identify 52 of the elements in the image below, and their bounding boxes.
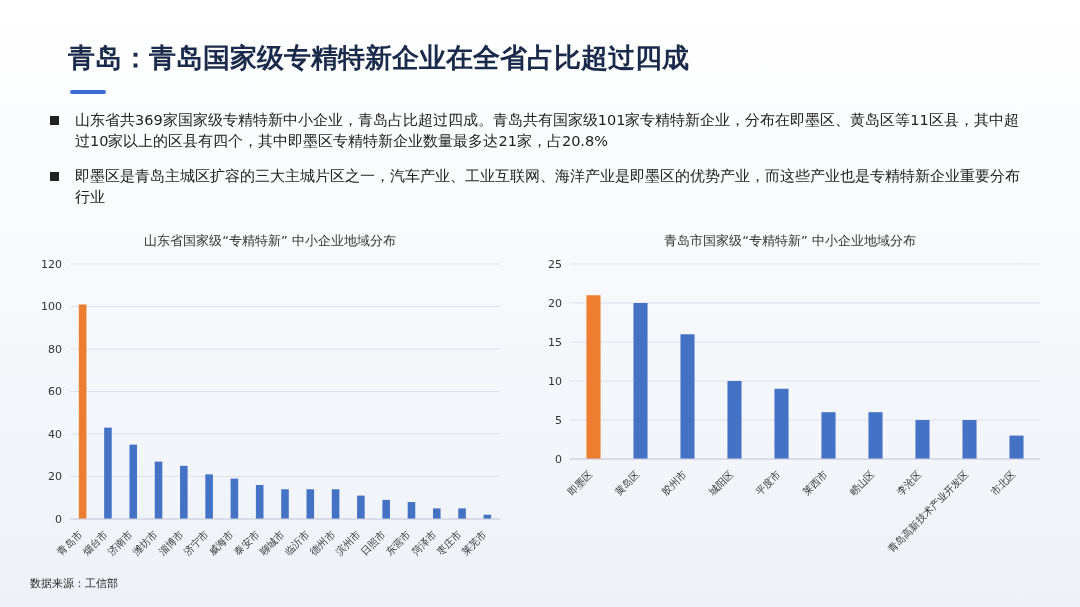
y-tick-label: 25	[548, 257, 562, 271]
bar	[821, 412, 836, 459]
bar	[281, 489, 289, 519]
x-tick-label: 即墨区	[565, 468, 595, 498]
y-tick-label: 10	[548, 374, 562, 388]
text: 即墨区是青岛主城区扩容的三大主城片区之一，汽车产业、工业互联网、海洋产业是即墨区的优势产业，而这些产业也是专精特新企业重要分布行业	[75, 167, 1021, 207]
bar	[129, 444, 138, 519]
x-tick-label: 城阳区	[706, 468, 736, 499]
bar	[586, 295, 601, 459]
source-note: 数据来源：工信部	[30, 576, 119, 591]
bar	[633, 303, 648, 459]
bar	[962, 420, 977, 459]
bar	[774, 388, 789, 459]
chart-title: 山东省国家级“专精特新” 中小企业地域分布	[143, 232, 397, 250]
bar	[180, 465, 188, 519]
y-tick-label: 60	[48, 385, 62, 399]
x-tick-label: 莱西市	[800, 468, 830, 498]
bar	[727, 381, 742, 459]
text: 山东省共369家国家级专精特新中小企业，青岛占比超过四成。青岛共有国家级101家专精特新企业，分布在即墨区、黄岛区等11区县，其中超过10家以上的区县有四个，其中即墨区专精特新企业数量最多达21家，占20.8%	[75, 111, 1020, 151]
bar	[915, 420, 930, 459]
bar	[458, 508, 466, 519]
bar	[78, 304, 87, 519]
x-tick-label: 李沧区	[894, 468, 924, 498]
bar	[205, 474, 213, 519]
x-tick-label: 市北区	[988, 468, 1018, 498]
bar	[1009, 435, 1024, 459]
bar	[104, 427, 112, 519]
chart-title: 青岛市国家级“专精特新” 中小企业地域分布	[663, 232, 917, 250]
y-tick-label: 20	[548, 296, 562, 310]
y-tick-label: 100	[41, 300, 62, 314]
bar	[382, 499, 390, 519]
bar	[868, 412, 883, 459]
bar	[306, 489, 315, 519]
x-tick-label: 平度市	[753, 468, 783, 498]
y-tick-label: 80	[48, 342, 62, 356]
y-tick-label: 20	[48, 470, 62, 484]
bar	[331, 489, 340, 519]
x-tick-label: 黄岛区	[612, 468, 642, 498]
y-tick-label: 0	[55, 512, 62, 526]
x-tick-label: 胶州市	[659, 468, 689, 498]
bar	[154, 461, 163, 519]
bar	[680, 334, 695, 459]
y-tick-label: 120	[41, 257, 62, 271]
y-tick-label: 5	[555, 413, 562, 427]
bar	[432, 508, 441, 519]
y-tick-label: 15	[548, 335, 562, 349]
bar	[357, 495, 365, 519]
y-tick-label: 0	[555, 452, 562, 466]
text: 青岛：青岛国家级专精特新企业在全省占比超过四成	[68, 41, 689, 75]
bar	[255, 485, 264, 519]
y-tick-label: 40	[48, 427, 62, 441]
x-tick-label: 崂山区	[847, 468, 877, 498]
